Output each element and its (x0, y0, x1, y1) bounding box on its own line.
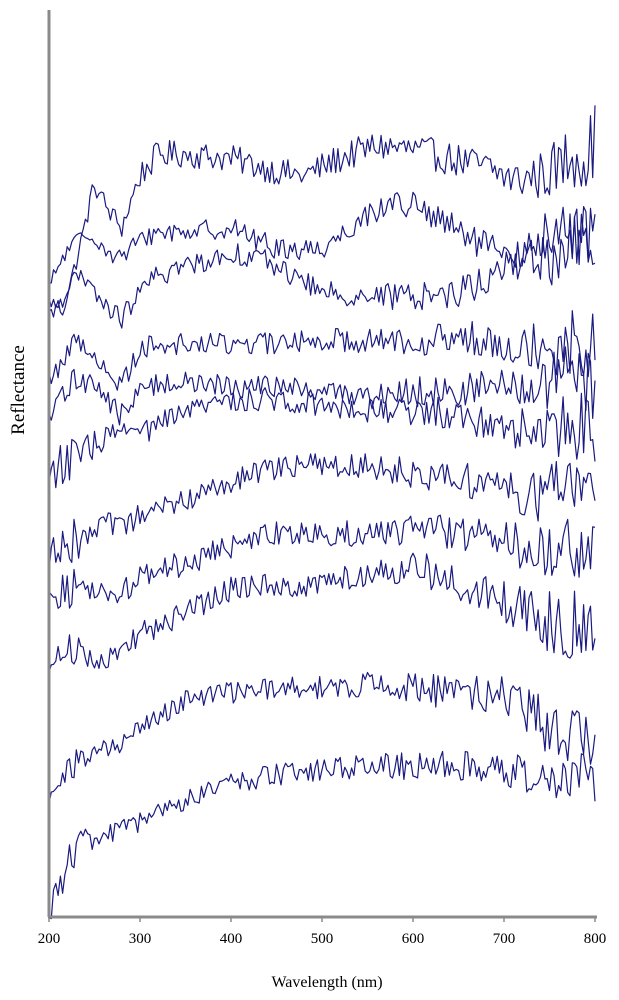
x-tick-label: 200 (38, 931, 61, 947)
series-group (48, 105, 596, 920)
spectrum-line-11 (48, 750, 596, 920)
x-axis-title: Wavelength (nm) (271, 974, 382, 991)
x-tick-label: 400 (220, 931, 243, 947)
y-axis-title: Reflectance (8, 345, 29, 435)
spectrum-line-6 (48, 387, 596, 489)
x-tick-label: 300 (129, 931, 152, 947)
spectrum-line-9 (48, 552, 596, 673)
x-tick-label: 800 (584, 931, 607, 947)
spectrum-line-7 (48, 453, 596, 572)
spectrum-line-3 (48, 206, 596, 329)
spectrum-line-8 (48, 514, 596, 609)
x-tick-group: 200 300 400 500 600 700 800 (38, 917, 607, 947)
x-tick-label: 500 (311, 931, 334, 947)
spectrum-line-10 (48, 671, 596, 804)
spectrum-line-4 (48, 310, 596, 391)
spectrum-line-1 (48, 105, 596, 316)
spectrum-line-2 (48, 191, 596, 286)
x-tick-label: 700 (493, 931, 516, 947)
spectrum-line-5 (48, 346, 596, 426)
x-tick-label: 600 (402, 931, 425, 947)
